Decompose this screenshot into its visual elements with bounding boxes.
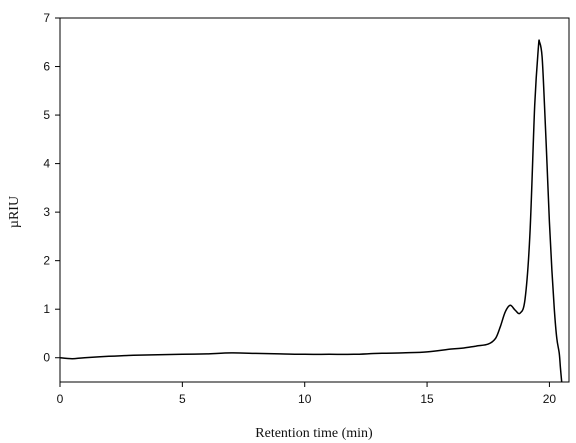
axes-group <box>59 17 570 383</box>
x-tick-label: 5 <box>179 392 186 406</box>
x-tick-label: 0 <box>57 392 64 406</box>
series-line <box>59 39 563 383</box>
y-tick-label: 1 <box>43 302 50 316</box>
y-axis-title: µRIU <box>7 196 22 228</box>
x-tick-label: 10 <box>298 392 312 406</box>
y-tick-label: 4 <box>43 157 50 171</box>
x-axis-title: Retention time (min) <box>255 426 373 441</box>
x-tick-label: 20 <box>543 392 557 406</box>
y-tick-label: 6 <box>43 60 50 74</box>
ticks-group: 0 5 10 15 20 0 1 2 3 4 5 6 7 <box>43 11 556 406</box>
series-group <box>59 39 563 383</box>
y-tick-label: 7 <box>43 11 50 25</box>
y-tick-label: 2 <box>43 254 50 268</box>
x-tick-label: 15 <box>420 392 434 406</box>
y-tick-label: 0 <box>43 351 50 365</box>
plot-frame <box>59 17 570 383</box>
y-tick-label: 5 <box>43 108 50 122</box>
y-tick-label: 3 <box>43 205 50 219</box>
